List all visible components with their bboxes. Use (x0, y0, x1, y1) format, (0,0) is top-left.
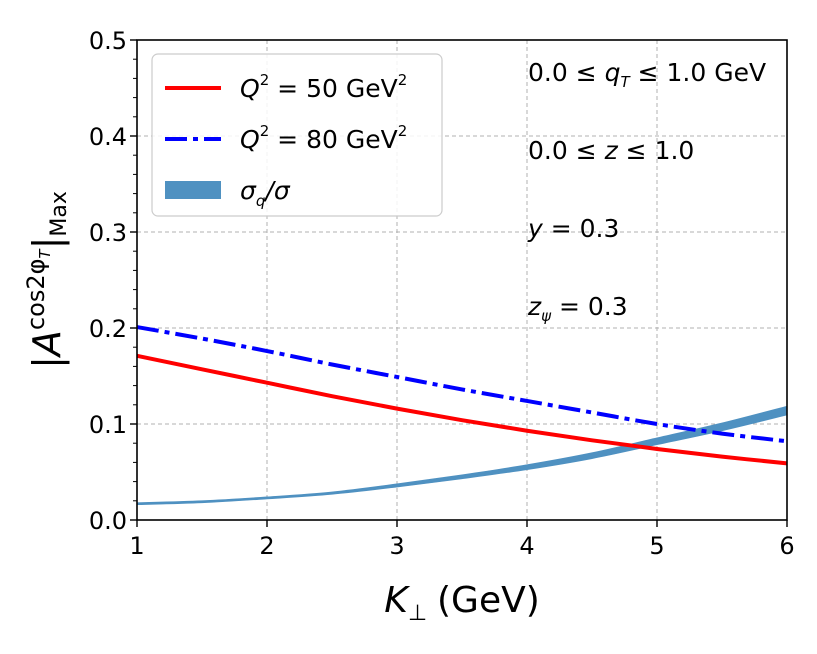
annotations: 0.0 ≤ qT ≤ 1.0 GeV 0.0 ≤ z ≤ 1.0 y = 0.3… (527, 58, 766, 325)
series-q2-50-line (136, 353, 788, 466)
axis-ticks: 1 2 3 4 5 6 0.0 0.1 0.2 0.3 0.4 0.5 (89, 27, 795, 560)
y-tick-label: 0.2 (89, 315, 127, 343)
legend-label-sigma-ratio: σq/σ (240, 176, 291, 210)
x-tick-label: 2 (259, 532, 274, 560)
axes-frame (136, 39, 788, 521)
legend-label-q2-80: Q2 = 80 GeV2 (240, 122, 407, 154)
annotation-qt-range: 0.0 ≤ qT ≤ 1.0 GeV (528, 58, 766, 91)
y-tick-label: 0.0 (89, 507, 127, 535)
legend-label-q2-50: Q2 = 50 GeV2 (240, 71, 407, 103)
legend-swatch-sigma-ratio (165, 181, 221, 199)
x-tick-label: 4 (519, 532, 534, 560)
x-tick-label: 5 (649, 532, 664, 560)
legend-frame (151, 53, 443, 217)
plot-series (136, 325, 788, 506)
annotation-z-range: 0.0 ≤ z ≤ 1.0 (528, 136, 694, 165)
y-tick-label: 0.4 (89, 123, 127, 151)
annotation-y-value: y = 0.3 (527, 214, 619, 243)
y-tick-label: 0.5 (89, 27, 127, 55)
legend: Q2 = 50 GeV2 Q2 = 80 GeV2 σq/σ (151, 53, 443, 217)
y-tick-label: 0.1 (89, 411, 127, 439)
series-q2-80-line (136, 325, 788, 444)
y-axis-label: |Acos2φT|Max (22, 191, 72, 369)
annotation-zpsi-value: zψ = 0.3 (527, 292, 628, 325)
x-tick-label: 1 (129, 532, 144, 560)
x-axis-label: K⊥ (GeV) (384, 580, 540, 626)
x-tick-label: 6 (779, 532, 794, 560)
x-tick-label: 3 (389, 532, 404, 560)
y-tick-label: 0.3 (89, 219, 127, 247)
